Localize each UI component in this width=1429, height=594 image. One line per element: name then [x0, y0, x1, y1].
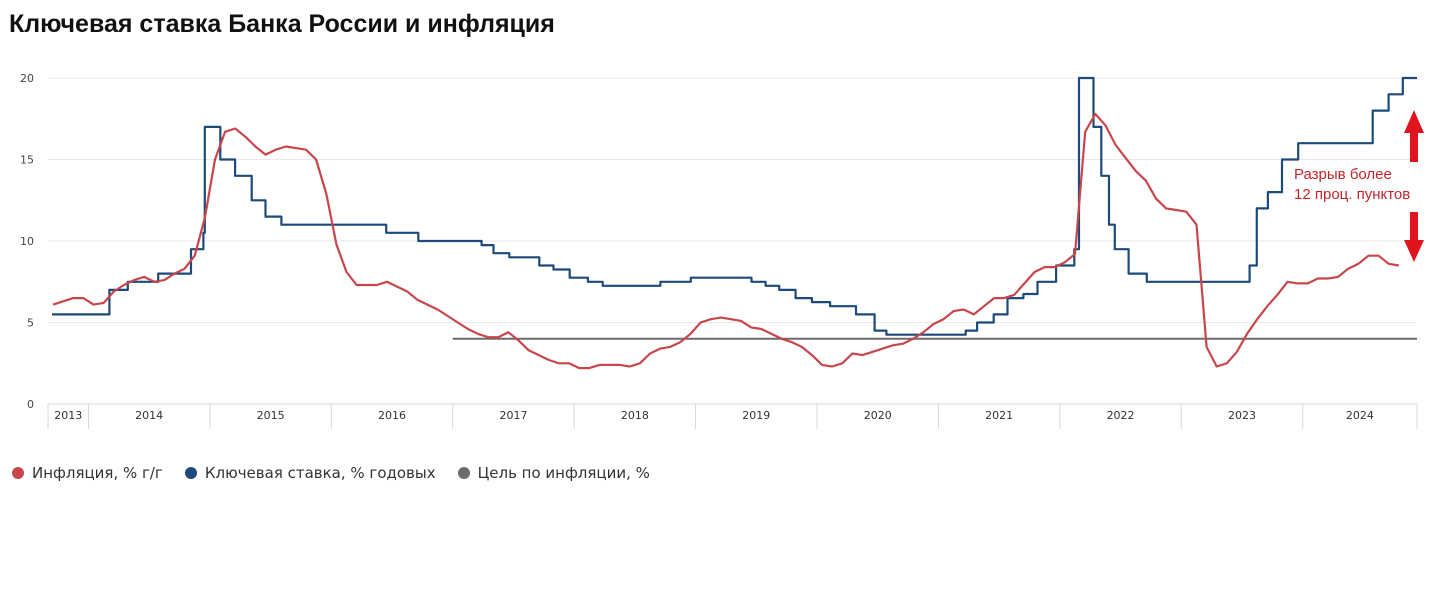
legend-item-target[interactable]: Цель по инфляции, %	[457, 464, 650, 482]
chart-title: Ключевая ставка Банка России и инфляция	[9, 10, 555, 38]
x-tick-label: 2013	[54, 409, 82, 422]
y-tick-label: 15	[20, 154, 34, 167]
legend: Инфляция, % г/г Ключевая ставка, % годов…	[12, 464, 650, 482]
gap-annotation: Разрыв более 12 проц. пунктов	[1294, 165, 1410, 205]
x-tick-label: 2017	[499, 409, 527, 422]
legend-dot-icon	[12, 467, 24, 479]
x-tick-label: 2023	[1228, 409, 1256, 422]
legend-dot-icon	[457, 467, 470, 479]
arrow-down-icon	[1404, 212, 1424, 262]
y-tick-label: 5	[27, 317, 34, 330]
x-tick-label: 2021	[985, 409, 1013, 422]
arrow-up-icon	[1404, 110, 1424, 162]
x-tick-label: 2014	[135, 409, 163, 422]
key-rate-line	[52, 76, 1417, 336]
x-tick-label: 2019	[742, 409, 770, 422]
legend-label: Ключевая ставка, % годовых	[204, 464, 436, 482]
x-tick-label: 2022	[1107, 409, 1135, 422]
x-tick-label: 2018	[621, 409, 649, 422]
legend-dot-icon	[184, 467, 197, 479]
x-tick-label: 2024	[1346, 409, 1374, 422]
x-tick-label: 2016	[378, 409, 406, 422]
x-tick-label: 2015	[257, 409, 285, 422]
annotation-line-2: 12 проц. пунктов	[1294, 186, 1411, 203]
y-tick-label: 10	[20, 235, 34, 248]
legend-item-inflation[interactable]: Инфляция, % г/г	[12, 464, 163, 482]
y-tick-label: 0	[27, 398, 34, 411]
legend-label: Инфляция, % г/г	[32, 464, 163, 482]
x-tick-label: 2020	[864, 409, 892, 422]
legend-label: Цель по инфляции, %	[477, 464, 650, 482]
y-tick-label: 20	[20, 72, 34, 85]
annotation-line-1: Разрыв более	[1294, 166, 1392, 183]
legend-item-key-rate[interactable]: Ключевая ставка, % годовых	[184, 464, 436, 482]
inflation-line	[52, 112, 1399, 370]
